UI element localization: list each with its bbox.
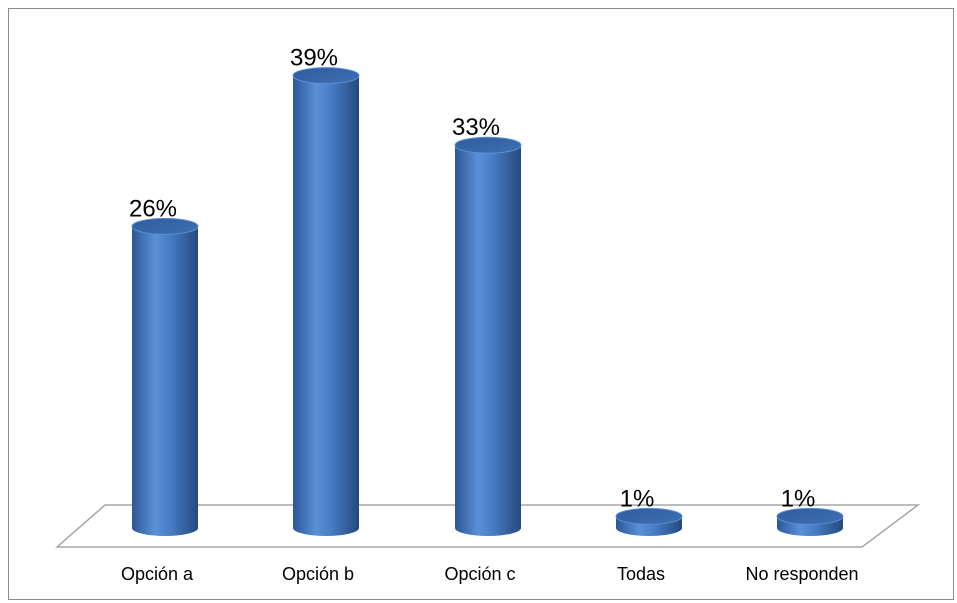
data-label: 1% (781, 485, 816, 512)
x-axis-ticks: Opción a Opción b Opción c Todas No responde… (121, 564, 859, 584)
bar-top (615, 507, 683, 525)
data-label: 39% (290, 45, 338, 72)
bar-body (132, 226, 198, 536)
x-tick-label: Todas (617, 564, 665, 584)
bar-5 (776, 507, 844, 536)
x-tick-label: Opción a (121, 564, 194, 584)
labels-layer: 26% 39% 33% 1% 1% (129, 45, 815, 513)
x-tick-label: No responden (745, 564, 858, 584)
data-label: 26% (129, 195, 177, 222)
data-label: 1% (620, 485, 655, 512)
bar-4 (615, 507, 683, 536)
bar-top (776, 507, 844, 525)
bar-3 (454, 136, 522, 536)
x-tick-label: Opción c (444, 564, 515, 584)
bar-2 (292, 67, 360, 536)
bar-1 (131, 217, 199, 536)
x-tick-label: Opción b (282, 564, 354, 584)
bars-layer (131, 67, 844, 536)
bar-body (455, 145, 521, 536)
bar-top (131, 217, 199, 235)
bar-top (454, 136, 522, 154)
bar-top (292, 67, 360, 85)
bar-body (293, 75, 359, 536)
data-label: 33% (452, 114, 500, 141)
